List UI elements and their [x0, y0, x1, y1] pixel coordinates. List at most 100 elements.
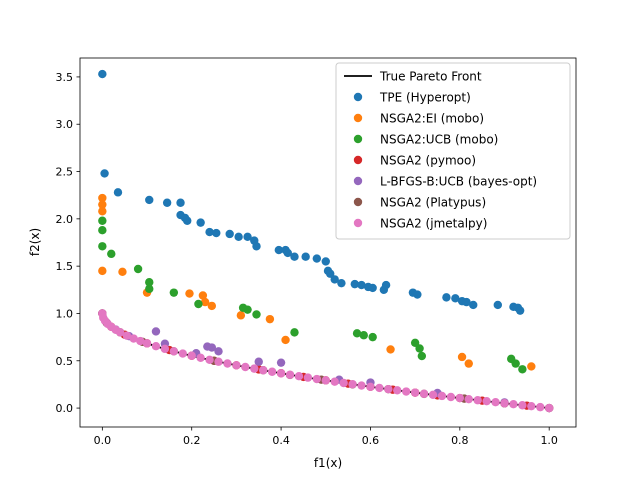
- data-point-s1-16: [527, 362, 536, 371]
- data-point-s4-10: [254, 357, 263, 366]
- data-point-s6-21: [241, 362, 250, 372]
- data-point-s1-12: [281, 335, 290, 345]
- data-point-s6-14: [178, 349, 187, 358]
- data-point-s6-20: [232, 361, 241, 370]
- x-axis-label: f1(x): [314, 456, 342, 470]
- data-point-s6-40: [410, 388, 420, 397]
- legend-label: L-BFGS-B:UCB (bayes-opt): [380, 175, 537, 189]
- data-point-s0-16: [252, 242, 261, 251]
- data-point-s1-10: [236, 311, 246, 320]
- data-point-s1-4: [118, 267, 127, 277]
- data-point-s0-23: [321, 257, 330, 266]
- y-axis-label: f2(x): [28, 228, 42, 256]
- data-point-s6-51: [509, 400, 518, 409]
- data-point-s6-26: [285, 370, 295, 379]
- data-point-s6-22: [250, 364, 259, 373]
- data-point-s2-21: [518, 365, 527, 374]
- data-point-s6-8: [129, 334, 138, 343]
- data-point-s1-7: [198, 291, 208, 300]
- y-axis-ticks: 0.0 0.5 1.0 1.5 2.0 2.5 3.0 3.5: [56, 71, 80, 415]
- data-point-s2-18: [417, 351, 427, 361]
- data-point-s2-13: [352, 329, 362, 338]
- data-point-s1-14: [457, 352, 467, 362]
- data-point-s0-26: [330, 275, 339, 284]
- x-axis-ticks: 0.0 0.2 0.4 0.6 0.8 1.0: [94, 427, 558, 447]
- data-point-s1-8: [200, 297, 210, 307]
- data-point-s6-49: [491, 398, 500, 407]
- data-point-s4-9: [214, 347, 223, 356]
- data-point-s1-15: [464, 359, 473, 368]
- data-point-s6-38: [393, 386, 402, 395]
- data-point-s0-19: [283, 248, 292, 258]
- data-point-s0-14: [243, 232, 252, 242]
- data-point-s6-17: [205, 355, 214, 365]
- data-point-s0-37: [451, 294, 460, 303]
- series-2: [98, 216, 527, 374]
- data-point-s4-8: [207, 343, 217, 352]
- data-point-s0-20: [290, 252, 299, 261]
- y-tick-label: 2.5: [56, 166, 74, 179]
- data-point-s6-23: [259, 366, 268, 375]
- data-point-s6-28: [303, 373, 313, 382]
- data-point-s1-1: [98, 200, 107, 209]
- data-point-s4-4: [151, 327, 161, 336]
- data-point-s0-41: [493, 300, 502, 310]
- legend-marker-swatch: [353, 113, 363, 123]
- data-point-s6-13: [169, 347, 179, 356]
- data-point-s0-9: [196, 218, 205, 227]
- x-tick-label: 1.0: [540, 434, 558, 447]
- data-point-s0-1: [100, 169, 109, 178]
- data-point-s1-0: [98, 193, 107, 203]
- y-tick-label: 3.5: [56, 71, 74, 84]
- data-point-s6-25: [276, 369, 286, 378]
- data-point-s6-16: [196, 353, 205, 363]
- data-point-s2-10: [243, 305, 252, 314]
- data-point-s2-16: [410, 338, 420, 347]
- data-point-s6-31: [330, 377, 339, 386]
- legend-marker-swatch: [353, 134, 363, 144]
- data-point-s6-39: [402, 387, 411, 396]
- data-point-s6-48: [482, 396, 491, 406]
- data-point-s6-35: [366, 382, 375, 391]
- data-point-s6-27: [294, 371, 304, 381]
- data-point-s0-39: [462, 297, 471, 307]
- data-point-s6-46: [464, 394, 473, 404]
- data-point-s6-47: [473, 396, 482, 405]
- legend-label: TPE (Hyperopt): [379, 91, 471, 105]
- y-tick-label: 0.0: [56, 402, 74, 415]
- legend-label: NSGA2:EI (mobo): [380, 112, 484, 126]
- legend-marker-swatch: [353, 155, 363, 165]
- data-point-s1-6: [185, 289, 194, 298]
- data-point-s6-44: [446, 392, 456, 402]
- data-point-s0-31: [368, 283, 377, 293]
- data-point-s6-10: [142, 339, 152, 348]
- data-point-s6-52: [518, 401, 527, 410]
- data-point-s0-2: [113, 188, 123, 197]
- data-point-s6-37: [384, 384, 393, 394]
- data-point-s6-45: [455, 393, 465, 403]
- data-point-s6-15: [187, 351, 196, 360]
- data-point-s6-12: [160, 344, 170, 354]
- y-tick-label: 2.0: [56, 213, 74, 226]
- legend: True Pareto Front TPE (Hyperopt) NSGA2:EI …: [335, 62, 571, 240]
- data-point-s2-3: [107, 249, 116, 259]
- data-point-s0-11: [212, 228, 221, 238]
- data-point-s2-7: [169, 288, 179, 297]
- data-point-s6-43: [437, 391, 447, 401]
- data-point-s2-14: [359, 331, 368, 340]
- data-point-s6-42: [428, 390, 438, 400]
- data-point-s0-21: [301, 252, 310, 261]
- data-point-s0-10: [205, 227, 214, 237]
- data-point-s0-13: [234, 232, 243, 242]
- data-point-s6-54: [536, 402, 545, 412]
- data-point-s1-11: [265, 314, 275, 324]
- data-point-s6-29: [312, 374, 322, 384]
- data-point-s1-13: [386, 345, 395, 354]
- data-point-s0-12: [225, 229, 234, 239]
- y-tick-label: 3.0: [56, 118, 74, 131]
- legend-marker-swatch: [353, 176, 363, 186]
- data-point-s2-11: [252, 310, 261, 319]
- data-point-s2-5: [145, 278, 154, 287]
- data-point-s0-5: [176, 198, 185, 207]
